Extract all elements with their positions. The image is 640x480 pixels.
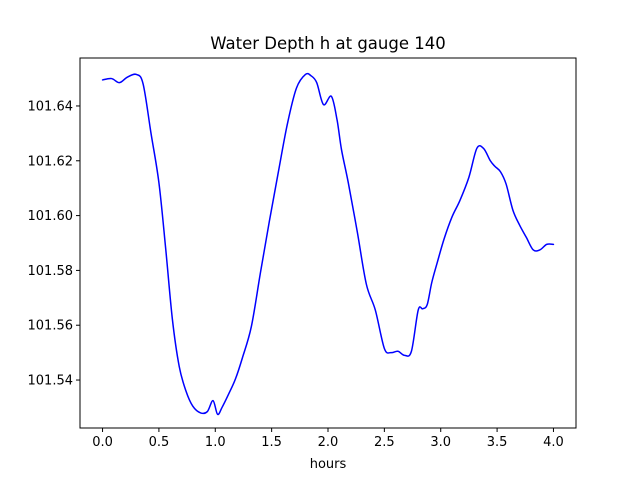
x-tick-label: 0.0: [92, 435, 113, 450]
x-axis-label: hours: [310, 457, 347, 472]
x-tick-label: 1.0: [205, 435, 226, 450]
y-axis-ticks: 101.54 101.56 101.58 101.60 101.62 101.64: [28, 99, 80, 389]
series-line: [101, 72, 555, 416]
x-tick-label: 3.5: [487, 435, 508, 450]
chart-title: Water Depth h at gauge 140: [210, 34, 445, 53]
series-group: [101, 72, 555, 416]
y-tick-label: 101.58: [28, 264, 74, 279]
plot-area: [80, 58, 576, 428]
x-tick-label: 1.5: [261, 435, 282, 450]
y-tick-label: 101.64: [28, 99, 74, 114]
y-tick-label: 101.56: [28, 319, 74, 334]
x-tick-label: 0.5: [149, 435, 170, 450]
y-tick-label: 101.54: [28, 374, 74, 389]
plot-frame: [79, 57, 577, 429]
y-tick-label: 101.62: [28, 154, 74, 169]
y-tick-label: 101.60: [28, 209, 74, 224]
x-axis-ticks: 0.0 0.5 1.0 1.5 2.0 2.5 3.0 3.5 4.0: [92, 428, 564, 450]
x-tick-label: 2.0: [318, 435, 339, 450]
x-tick-label: 3.0: [430, 435, 451, 450]
x-tick-label: 2.5: [374, 435, 395, 450]
x-tick-label: 4.0: [543, 435, 564, 450]
